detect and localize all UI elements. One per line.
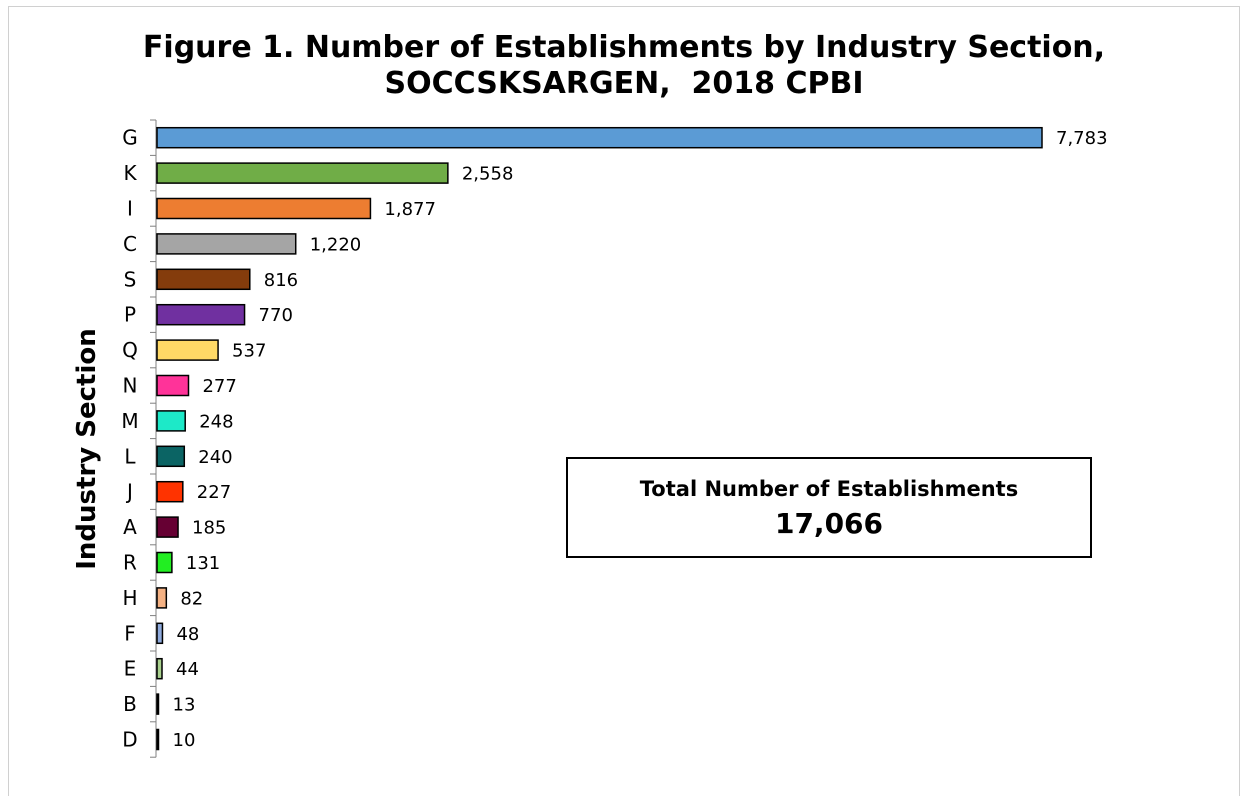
value-label-B: 13: [173, 695, 196, 716]
category-label-S: S: [124, 267, 137, 291]
value-label-P: 770: [259, 305, 293, 326]
bar-Q: [156, 339, 219, 361]
category-label-G: G: [122, 126, 138, 150]
category-label-M: M: [121, 409, 138, 433]
total-value: 17,066: [774, 507, 884, 540]
value-label-G: 7,783: [1056, 128, 1108, 149]
value-label-F: 48: [176, 624, 199, 645]
category-label-H: H: [122, 586, 137, 610]
value-label-L: 240: [198, 447, 232, 468]
bar-N: [156, 374, 190, 397]
bar-S: [156, 268, 251, 291]
value-label-C: 1,220: [310, 234, 362, 255]
value-label-Q: 537: [232, 341, 266, 362]
bar-J: [156, 480, 184, 503]
chart-title-line-2: SOCCSKSARGEN, 2018 CPBI: [384, 66, 864, 101]
bar-H: [156, 587, 168, 609]
category-label-E: E: [124, 657, 137, 681]
chart-title: Figure 1. Number of Establishments by In…: [8, 30, 1240, 102]
bar-L: [156, 445, 186, 468]
value-label-R: 131: [186, 553, 220, 574]
bar-F: [156, 622, 164, 645]
chart-frame: [8, 6, 1240, 796]
category-label-L: L: [124, 444, 136, 468]
category-label-I: I: [127, 197, 133, 221]
value-label-E: 44: [176, 659, 199, 680]
category-label-K: K: [123, 161, 137, 185]
category-label-F: F: [124, 621, 136, 645]
bar-I: [156, 197, 372, 220]
value-label-I: 1,877: [384, 199, 436, 220]
total-label: Total Number of Establishments: [639, 477, 1019, 501]
bar-A: [156, 516, 179, 538]
bar-C: [156, 233, 297, 255]
value-label-S: 816: [264, 270, 298, 291]
value-label-N: 277: [202, 376, 236, 397]
category-label-B: B: [123, 692, 137, 716]
category-label-C: C: [123, 232, 137, 256]
value-label-H: 82: [180, 588, 203, 609]
bar-K: [156, 162, 449, 184]
value-label-M: 248: [199, 411, 233, 432]
category-label-P: P: [124, 303, 136, 327]
value-label-A: 185: [192, 518, 226, 539]
category-label-Q: Q: [122, 338, 138, 362]
category-label-A: A: [123, 515, 137, 539]
bar-R: [156, 551, 173, 574]
category-label-R: R: [123, 551, 137, 575]
bar-G: [156, 126, 1043, 149]
value-label-D: 10: [173, 730, 196, 751]
bar-P: [156, 303, 246, 326]
bar-B: [156, 693, 160, 715]
bar-D: [156, 728, 160, 751]
category-label-N: N: [123, 374, 138, 398]
bar-E: [156, 657, 163, 680]
bar-M: [156, 410, 186, 432]
chart-title-line-1: Figure 1. Number of Establishments by In…: [142, 30, 1106, 65]
value-label-J: 227: [197, 482, 231, 503]
total-establishments-box: Total Number of Establishments 17,066: [566, 457, 1092, 558]
category-label-J: J: [125, 480, 133, 504]
category-label-D: D: [122, 728, 137, 752]
value-label-K: 2,558: [462, 164, 514, 185]
